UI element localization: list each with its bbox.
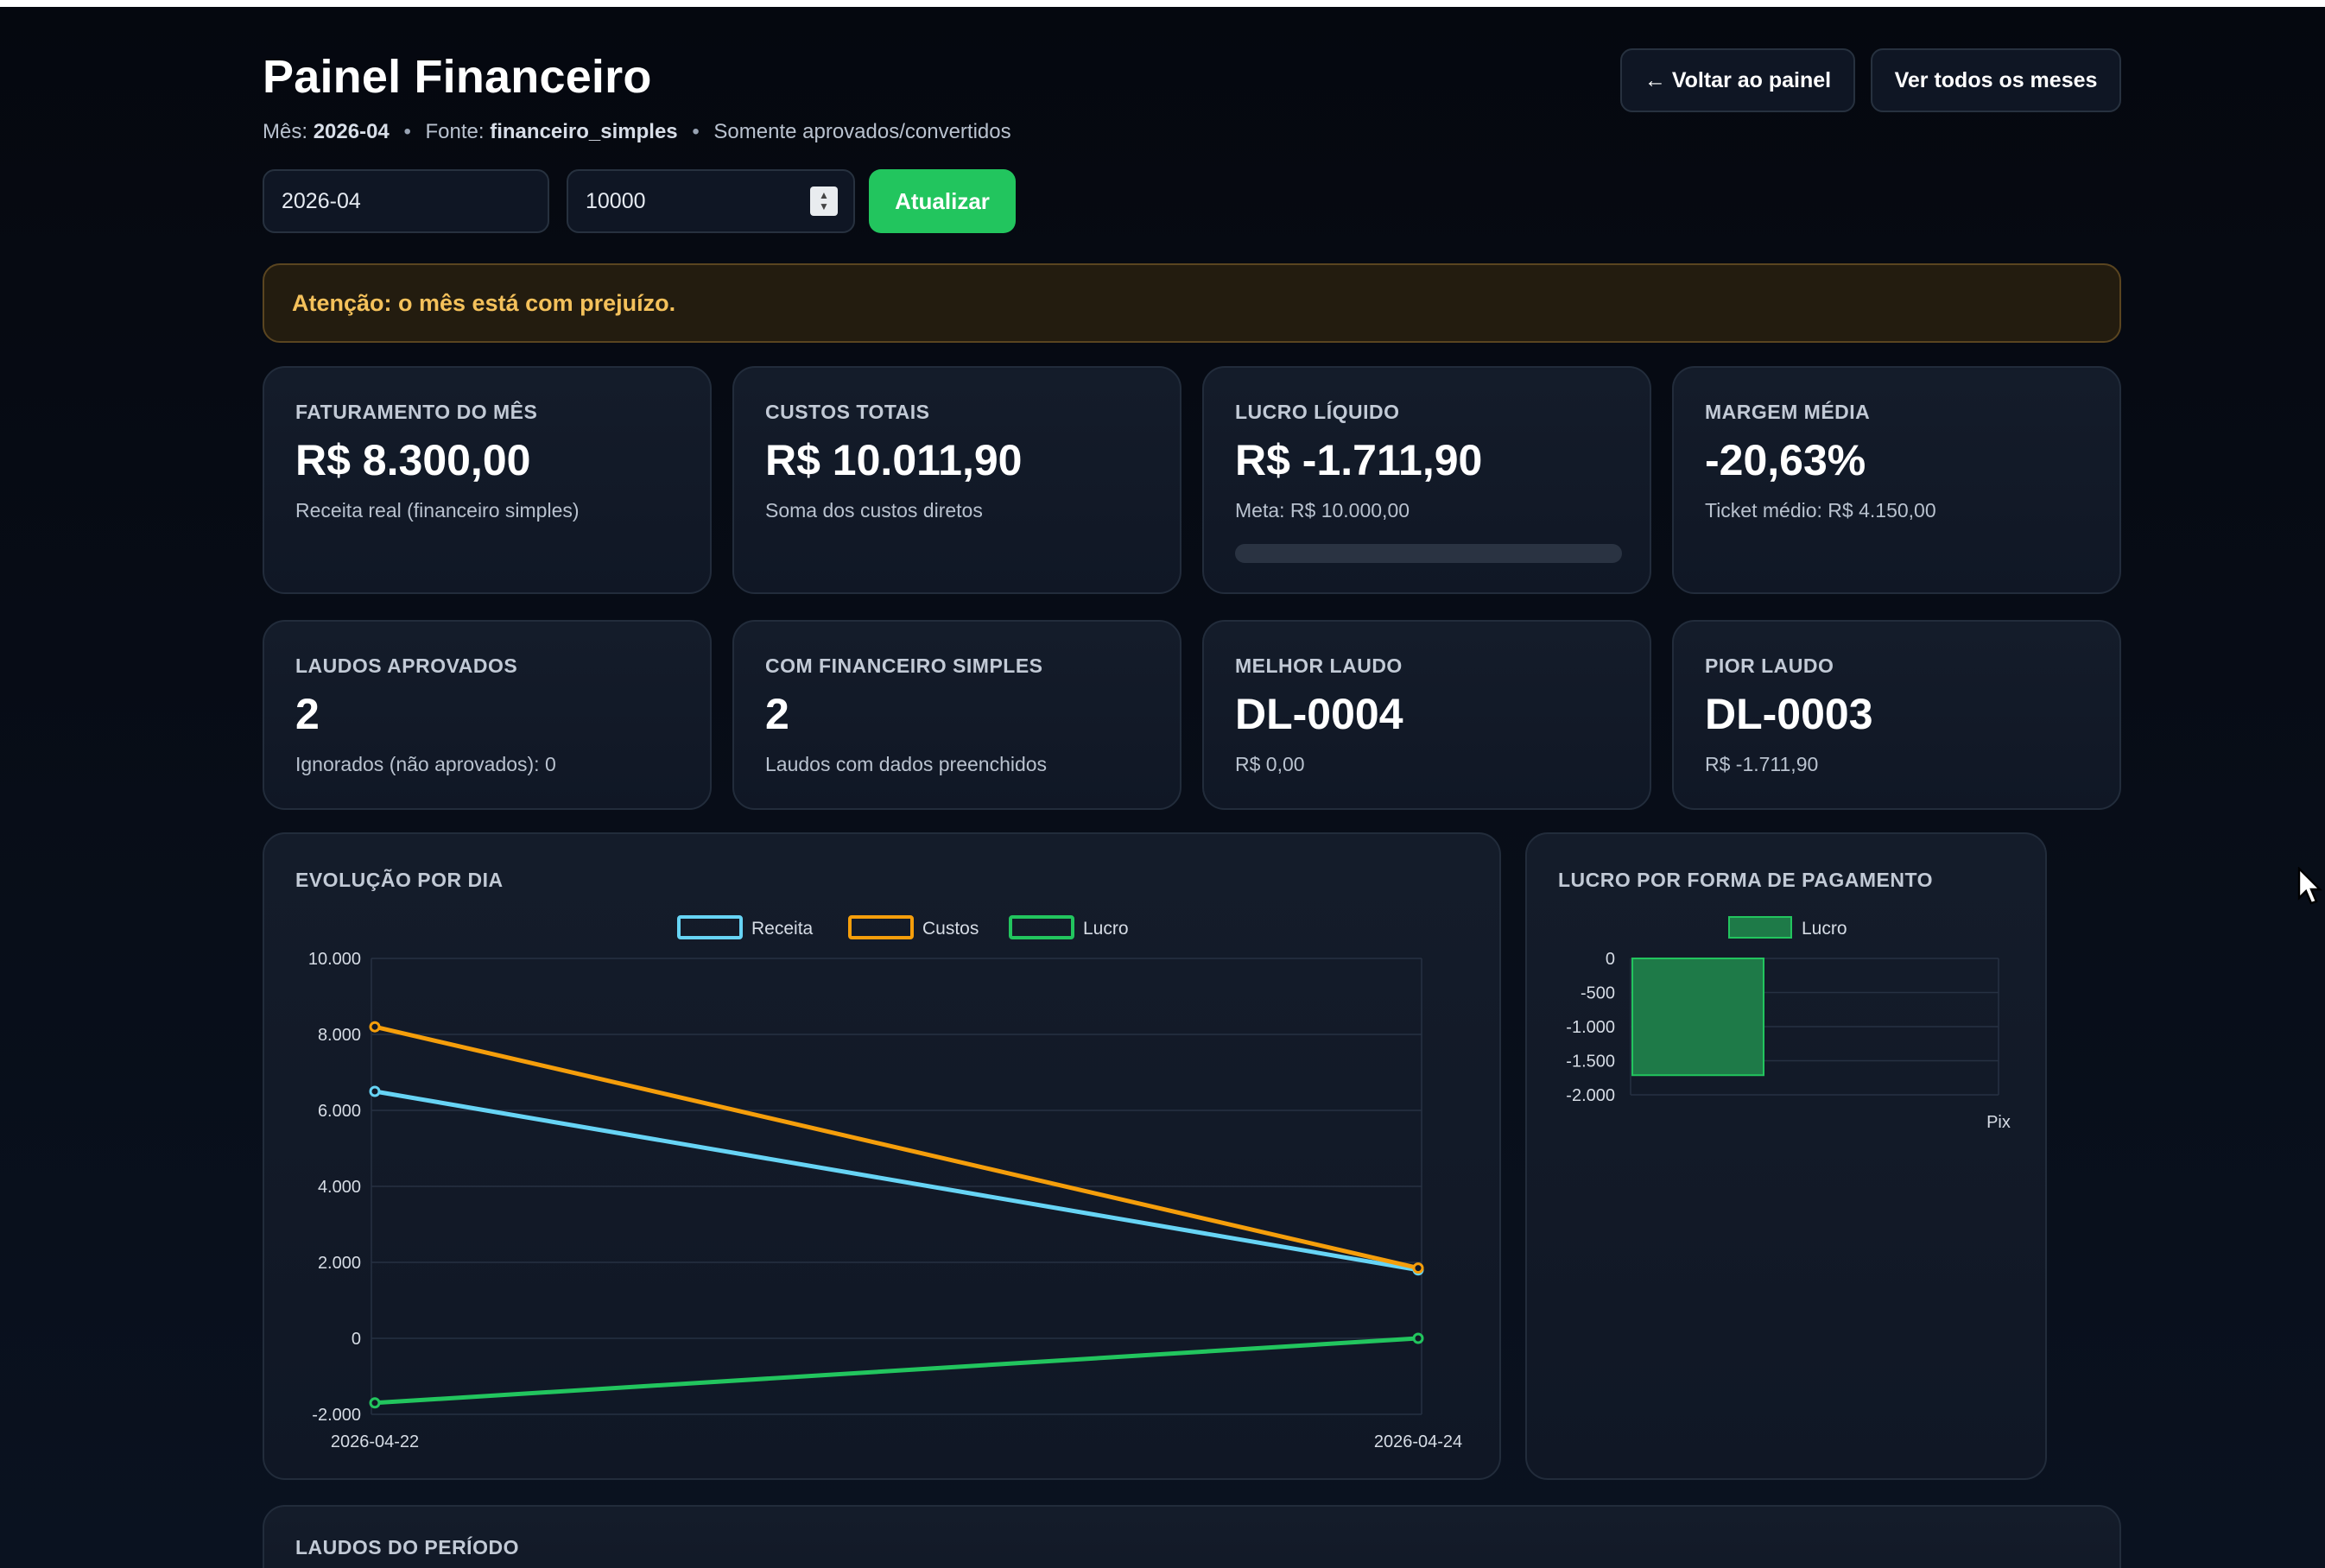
legend-swatch <box>677 915 743 939</box>
window-top-edge <box>0 0 2325 7</box>
loss-alert: Atenção: o mês está com prejuízo. <box>263 263 2121 343</box>
card-subtext: Laudos com dados preenchidos <box>765 753 1048 775</box>
y-tick-label: 0 <box>352 1330 361 1349</box>
card-label: CUSTOS TOTAIS <box>765 401 930 423</box>
y-tick-label: 2.000 <box>318 1254 361 1273</box>
separator-dot: • <box>403 120 411 143</box>
chevron-down-icon[interactable]: ▼ <box>819 200 829 212</box>
y-tick-label: -500 <box>1581 984 1615 1003</box>
card-approved-reports: LAUDOS APROVADOS 2 Ignorados (não aprova… <box>263 620 712 810</box>
separator-dot: • <box>692 120 700 143</box>
y-tick-label: -2.000 <box>312 1406 361 1425</box>
card-label: MARGEM MÉDIA <box>1705 401 1871 423</box>
y-tick-label: 6.000 <box>318 1102 361 1121</box>
legend-label: Custos <box>922 919 979 939</box>
card-subtext: Ignorados (não aprovados): 0 <box>295 753 556 775</box>
legend-label: Lucro <box>1083 919 1129 939</box>
period-reports-panel: LAUDOS DO PERÍODO <box>263 1505 2121 1568</box>
panel-title: LUCRO POR FORMA DE PAGAMENTO <box>1558 869 1933 891</box>
y-tick-label: 4.000 <box>318 1178 361 1197</box>
card-subtext: Receita real (financeiro simples) <box>295 499 580 522</box>
all-months-button[interactable]: Ver todos os meses <box>1871 48 2121 112</box>
card-margin: MARGEM MÉDIA -20,63% Ticket médio: R$ 4.… <box>1672 366 2121 594</box>
source-value: financeiro_simples <box>490 120 678 143</box>
daily-evolution-panel: EVOLUÇÃO POR DIA 10.000 8.000 6.000 4.000 2.… <box>263 832 1501 1480</box>
series-line-receita <box>374 1089 1419 1273</box>
data-point <box>369 1085 381 1097</box>
card-with-financial: COM FINANCEIRO SIMPLES 2 Laudos com dado… <box>732 620 1182 810</box>
update-button[interactable]: Atualizar <box>869 169 1016 233</box>
y-tick-label: -2.000 <box>1566 1086 1615 1105</box>
card-subtext: Soma dos custos diretos <box>765 499 983 522</box>
number-stepper[interactable]: ▲ ▼ <box>810 187 838 216</box>
month-input-value: 2026-04 <box>282 188 361 213</box>
card-best-report: MELHOR LAUDO DL-0004 R$ 0,00 <box>1202 620 1651 810</box>
source-label: Fonte: <box>425 120 485 143</box>
page-subtitle: Mês: 2026-04 • Fonte: financeiro_simples… <box>263 120 1011 144</box>
bar-lucro <box>1631 958 1764 1077</box>
legend-label: Receita <box>751 919 814 939</box>
daily-line-chart: 10.000 8.000 6.000 4.000 2.000 0 -2.000 2026-04… <box>308 915 1462 1451</box>
y-tick-label: 10.000 <box>308 950 361 969</box>
goal-progress-bar <box>1235 544 1622 563</box>
x-tick-label: 2026-04-22 <box>331 1432 419 1451</box>
data-point <box>1412 1332 1424 1344</box>
card-value: DL-0004 <box>1235 690 1403 738</box>
filter-note: Somente aprovados/convertidos <box>713 120 1011 143</box>
card-subtext: R$ 0,00 <box>1235 753 1305 775</box>
card-revenue: FATURAMENTO DO MÊS R$ 8.300,00 Receita r… <box>263 366 712 594</box>
series-line-lucro <box>374 1336 1419 1406</box>
x-tick-label: Pix <box>1986 1113 2011 1132</box>
chevron-up-icon[interactable]: ▲ <box>819 189 829 201</box>
goal-input-value: 10000 <box>586 188 646 213</box>
card-subtext: R$ -1.711,90 <box>1705 753 1819 775</box>
series-line-custos <box>374 1024 1419 1271</box>
legend-swatch <box>1728 916 1792 939</box>
legend-swatch <box>848 915 914 939</box>
month-label: Mês: <box>263 120 308 143</box>
card-value: DL-0003 <box>1705 690 1873 738</box>
legend-swatch <box>1009 915 1074 939</box>
card-value: 2 <box>295 690 320 738</box>
card-label: LUCRO LÍQUIDO <box>1235 401 1400 423</box>
back-to-panel-button[interactable]: ← Voltar ao painel <box>1620 48 1855 112</box>
y-tick-label: 8.000 <box>318 1026 361 1045</box>
page-title: Painel Financeiro <box>263 51 652 103</box>
x-tick-label: 2026-04-24 <box>1374 1432 1462 1451</box>
data-point <box>1412 1262 1424 1274</box>
card-label: PIOR LAUDO <box>1705 654 1834 677</box>
card-value: -20,63% <box>1705 436 1866 484</box>
card-subtext: Ticket médio: R$ 4.150,00 <box>1705 499 1936 522</box>
y-tick-label: -1.000 <box>1566 1018 1615 1037</box>
dashboard-container: Painel Financeiro Mês: 2026-04 • Fonte: … <box>263 7 2121 1568</box>
card-value: R$ 10.011,90 <box>765 436 1023 484</box>
panel-title: LAUDOS DO PERÍODO <box>295 1536 519 1559</box>
y-tick-label: 0 <box>1606 950 1615 969</box>
card-value: R$ 8.300,00 <box>295 436 531 484</box>
card-net-profit: LUCRO LÍQUIDO R$ -1.711,90 Meta: R$ 10.0… <box>1202 366 1651 594</box>
card-costs: CUSTOS TOTAIS R$ 10.011,90 Soma dos cust… <box>732 366 1182 594</box>
y-tick-label: -1.500 <box>1566 1053 1615 1072</box>
month-value: 2026-04 <box>313 120 390 143</box>
data-point <box>369 1021 381 1033</box>
card-label: MELHOR LAUDO <box>1235 654 1403 677</box>
payment-bar-chart: 0 -500 -1.000 -1.500 -2.000 Lucro Pix <box>1566 916 2011 1132</box>
card-worst-report: PIOR LAUDO DL-0003 R$ -1.711,90 <box>1672 620 2121 810</box>
card-value: R$ -1.711,90 <box>1235 436 1483 484</box>
card-label: COM FINANCEIRO SIMPLES <box>765 654 1043 677</box>
card-subtext: Meta: R$ 10.000,00 <box>1235 499 1410 522</box>
payment-method-panel: LUCRO POR FORMA DE PAGAMENTO 0 -500 -1.000… <box>1525 832 2047 1480</box>
panel-title: EVOLUÇÃO POR DIA <box>295 869 504 891</box>
legend-label: Lucro <box>1802 919 1847 939</box>
card-value: 2 <box>765 690 789 738</box>
card-label: FATURAMENTO DO MÊS <box>295 401 538 423</box>
goal-input[interactable]: 10000 ▲ ▼ <box>567 169 855 233</box>
month-input[interactable]: 2026-04 <box>263 169 549 233</box>
data-point <box>369 1397 381 1409</box>
mouse-cursor-icon <box>2297 867 2322 905</box>
card-label: LAUDOS APROVADOS <box>295 654 518 677</box>
